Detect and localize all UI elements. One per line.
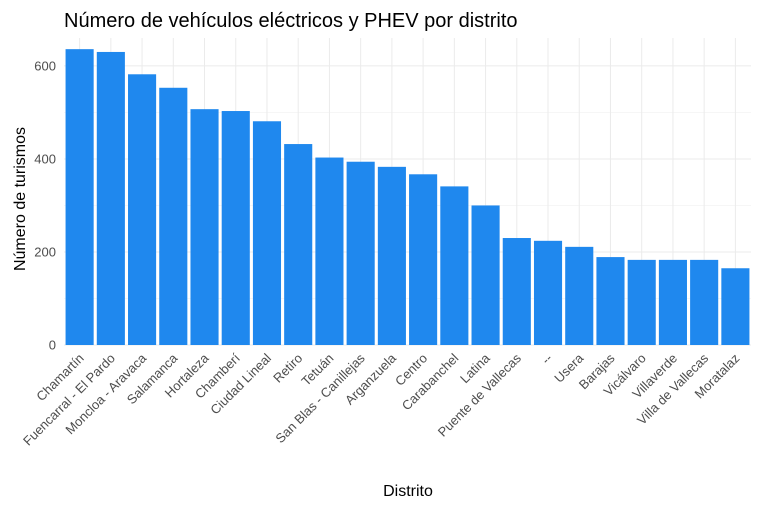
bar xyxy=(658,259,687,345)
bar xyxy=(440,186,469,345)
y-tick-label: 600 xyxy=(34,58,56,73)
bar xyxy=(284,144,313,345)
bar xyxy=(252,121,282,346)
y-tick-label: 400 xyxy=(34,151,56,166)
bar xyxy=(409,174,438,345)
bar xyxy=(627,259,656,345)
bars-group xyxy=(65,49,750,346)
bar xyxy=(221,111,250,346)
y-axis-ticks: 0 200 400 600 xyxy=(34,58,56,352)
y-axis-title: Número de turismos xyxy=(12,127,29,271)
bar xyxy=(471,205,500,345)
bar xyxy=(96,51,125,346)
bar xyxy=(315,157,344,345)
bar xyxy=(159,87,188,345)
bar xyxy=(346,161,375,345)
y-tick-label: 0 xyxy=(49,338,56,353)
y-tick-label: 200 xyxy=(34,244,56,259)
bar xyxy=(565,246,594,345)
bar xyxy=(690,259,719,345)
x-axis-title: Distrito xyxy=(383,483,433,500)
x-tick-label: -- xyxy=(538,351,555,368)
bar xyxy=(128,74,157,346)
bar xyxy=(533,240,563,345)
bar xyxy=(721,268,750,345)
bar xyxy=(65,49,94,345)
chart-title: Número de vehículos eléctricos y PHEV po… xyxy=(64,10,518,32)
bar xyxy=(377,166,406,345)
bar xyxy=(596,257,625,345)
bar xyxy=(502,238,531,345)
bar xyxy=(190,109,219,345)
